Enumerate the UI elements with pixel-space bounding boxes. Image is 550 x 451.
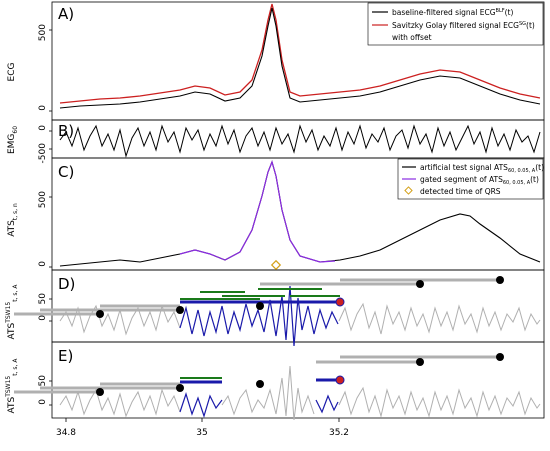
legend-a-item-2-sup: SG: [519, 21, 526, 27]
ytick-c-500: 500: [38, 191, 48, 208]
series-d-gated: [179, 285, 339, 347]
window-end-marker: [256, 302, 264, 310]
legend-a-item-2-tail: (t): [526, 21, 535, 30]
window-end-marker: [176, 306, 184, 314]
legend-c-item-1: artificial test signal ATS60, 0.05, A(t): [420, 163, 544, 174]
legend-c-item-2-label: gated segment of ATS: [420, 175, 503, 184]
window-ends-e: [96, 353, 504, 396]
ylabel-d-sub: t, s, A: [12, 284, 19, 302]
panel-label-e: E): [58, 347, 73, 365]
window-end-marker-detected: [335, 297, 345, 307]
window-end-marker: [416, 358, 424, 366]
legend-a-item-1-label: baseline-filtered signal ECG: [392, 8, 496, 17]
xtick-label-1: 34.8: [56, 428, 76, 438]
ylabel-e-main: ATS: [7, 397, 17, 414]
ylabel-b-main: EMG: [7, 134, 17, 154]
ylabel-b-sub: 60: [12, 126, 19, 134]
panel-label-d: D): [58, 275, 75, 293]
legend-c-item-2-sub: 60, 0.05, A: [503, 180, 531, 186]
ylabel-d: ATSTSW15t, s, A: [5, 284, 19, 340]
ylabel-c: ATSt, s, n: [7, 203, 19, 237]
legend-c: artificial test signal ATS60, 0.05, A(t)…: [397, 158, 544, 200]
series-e-gray: [59, 365, 541, 421]
series-ats-gated: [179, 160, 336, 263]
windows-e: [14, 355, 500, 394]
ytick-b-0: 0: [38, 125, 48, 131]
legend-a: baseline-filtered signal ECGBLF(t) Savit…: [367, 2, 544, 46]
ytick-d-50: 50: [38, 293, 48, 305]
window-end-marker: [256, 380, 264, 388]
xaxis: [65, 418, 340, 422]
ytick-a-0: 0: [38, 105, 48, 111]
legend-a-item-3: with offset: [392, 33, 432, 42]
legend-c-item-2-tail: (t): [530, 175, 539, 184]
series-ecg-sg-offset: [59, 3, 541, 104]
panel-frames: [51, 1, 545, 419]
ylabel-d-sup: TSW15: [5, 302, 12, 324]
ylabel-c-main: ATS: [7, 220, 17, 237]
panel-label-b: B): [58, 122, 74, 140]
panel-label-a: A): [58, 5, 74, 23]
window-end-marker: [416, 280, 424, 288]
ylabel-d-main: ATS: [7, 323, 17, 340]
yticks: 0 500 0 -500 0 500 0 50 0 50: [38, 24, 48, 405]
ytick-a-500: 500: [38, 24, 48, 41]
window-end-marker: [496, 276, 504, 284]
window-ends-d: [96, 276, 504, 318]
legend-c-item-1-sub: 60, 0.05, A: [508, 168, 536, 174]
ylabel-a: ECG: [7, 63, 17, 82]
series-e-gated-1: [179, 392, 223, 418]
legend-a-item-1-tail: (t): [505, 8, 514, 17]
ytick-marks: [49, 29, 52, 406]
ytick-e-0: 0: [38, 399, 48, 405]
window-end-marker: [496, 353, 504, 361]
window-end-marker: [176, 384, 184, 392]
ytick-e-50: 50: [38, 375, 48, 387]
ylabel-b: EMG60: [7, 126, 19, 154]
legend-c-item-1-label: artificial test signal ATS: [420, 163, 508, 172]
ylabel-c-sub: t, s, n: [12, 203, 19, 220]
window-end-marker-detected: [335, 375, 345, 385]
legend-a-item-1: baseline-filtered signal ECGBLF(t): [392, 8, 513, 17]
panel-label-c: C): [58, 163, 74, 181]
window-end-marker: [96, 310, 104, 318]
series-e-gated-2: [315, 394, 339, 414]
xtick-label-3: 35.2: [329, 428, 349, 438]
legend-c-item-3: detected time of QRS: [420, 187, 501, 196]
marker-detected-qrs: [270, 259, 282, 271]
ylabel-e-sub: t, s, A: [12, 358, 19, 376]
series-emg: [59, 124, 541, 158]
ytick-b-m500: -500: [38, 143, 48, 164]
series-ecg-blf: [59, 7, 541, 109]
window-end-marker: [96, 388, 104, 396]
legend-c-item-1-tail: (t): [535, 163, 544, 172]
ytick-c-0: 0: [38, 261, 48, 267]
legend-a-item-2: Savitzky Golay filtered signal ECGSG(t): [392, 21, 535, 30]
legend-a-item-1-sup: BLF: [496, 8, 505, 14]
legend-c-item-2: gated segment of ATS60, 0.05, A(t): [420, 175, 539, 186]
legend-a-item-2-label: Savitzky Golay filtered signal ECG: [392, 21, 519, 30]
ylabel-e: ATSTSW15t, s, A: [5, 358, 19, 414]
ylabel-e-sup: TSW15: [5, 376, 12, 398]
xtick-label-2: 35: [196, 428, 207, 438]
ytick-d-0: 0: [38, 315, 48, 321]
windows-d: [14, 278, 500, 316]
